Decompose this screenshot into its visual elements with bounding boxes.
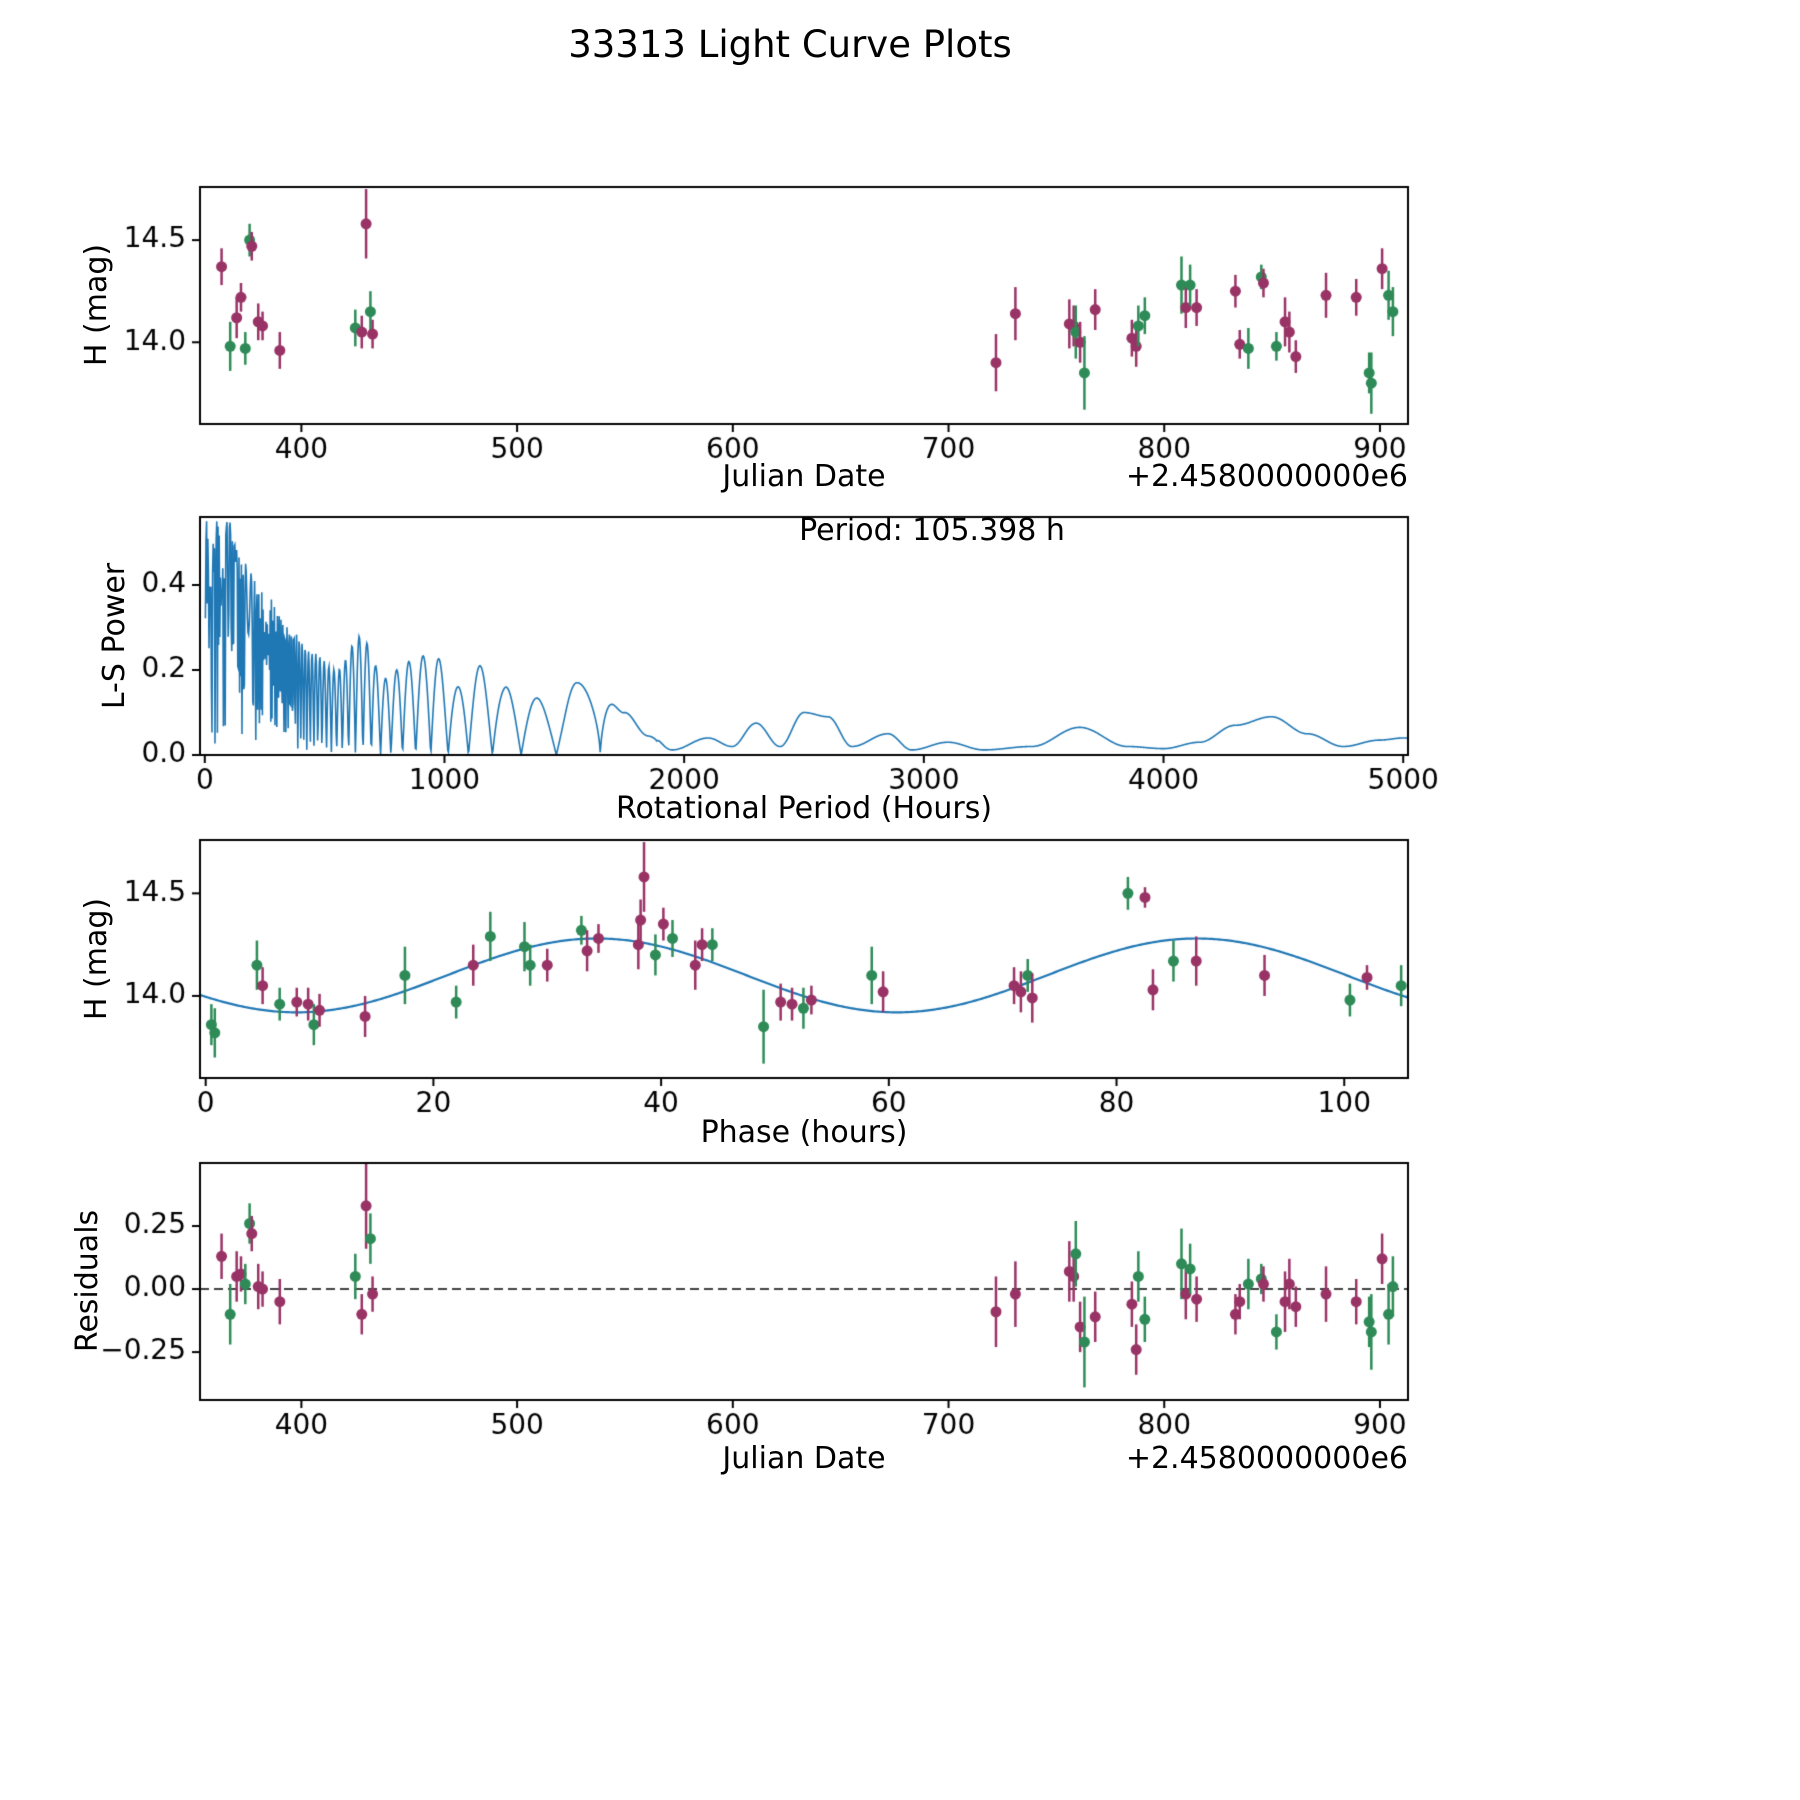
phase-plot-xlabel: Phase (hours) [700,1115,908,1150]
phase-plot-ylabel: H (mag) [79,897,114,1021]
period-annotation: Period: 105.398 h [799,513,1065,548]
periodogram-xlabel: Rotational Period (Hours) [615,791,993,826]
jd-plot-offset-label: +2.4580000000e6 [1125,459,1408,494]
residuals-xlabel: Julian Date [722,1441,886,1476]
figure-title: 33313 Light Curve Plots [568,23,1012,66]
residuals-offset-label: +2.4580000000e6 [1125,1441,1408,1476]
periodogram-ylabel: L-S Power [97,562,132,710]
jd-plot-ylabel: H (mag) [79,243,114,367]
jd-plot-xlabel: Julian Date [722,459,886,494]
residuals-ylabel: Residuals [70,1209,105,1353]
